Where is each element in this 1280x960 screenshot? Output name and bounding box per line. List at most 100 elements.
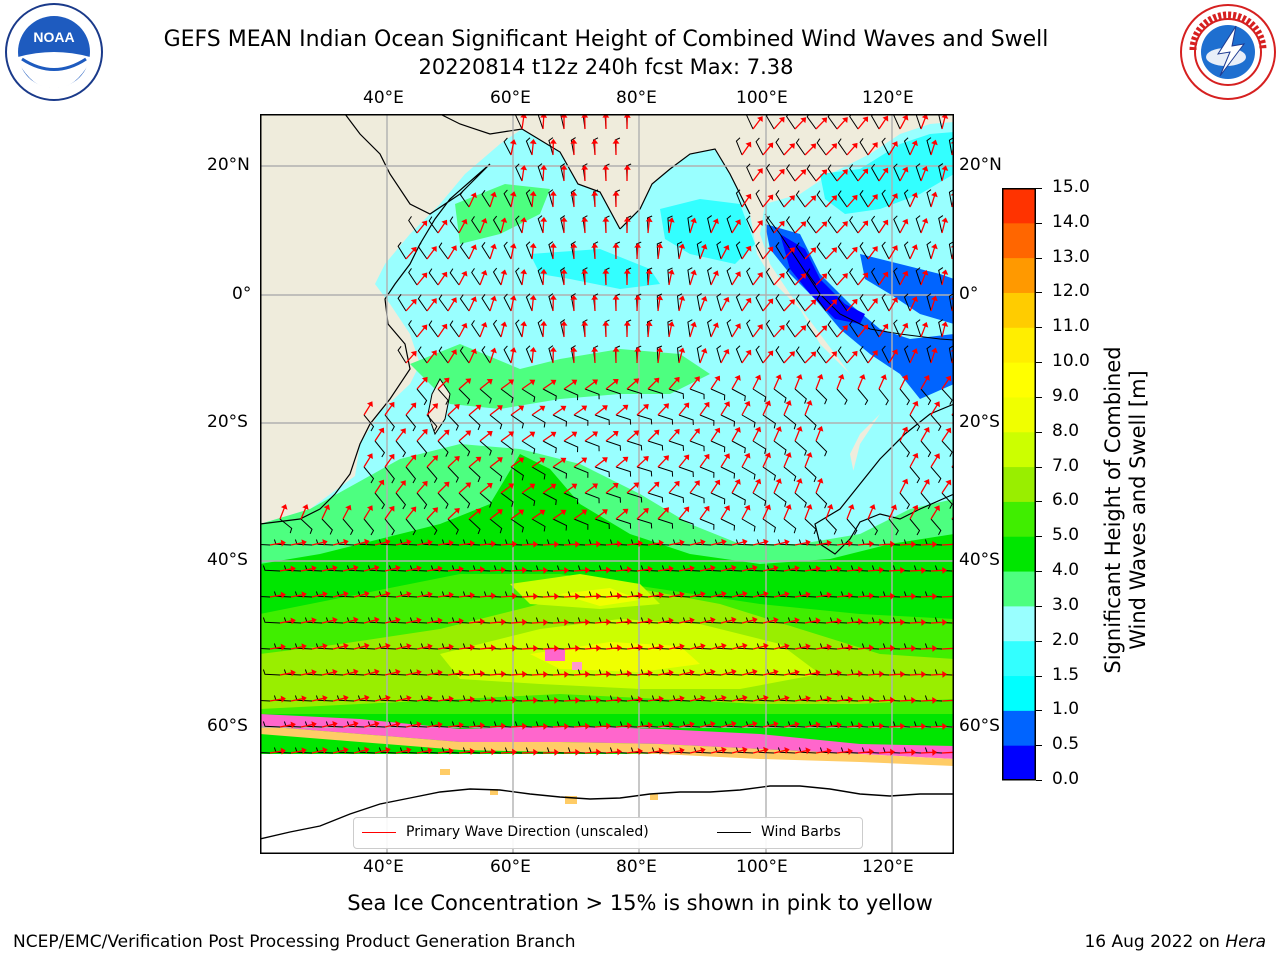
wave-direction-arrow [867, 353, 876, 364]
wave-direction-arrow [521, 543, 535, 546]
wind-barb [806, 114, 817, 130]
wind-barb [837, 138, 848, 156]
wave-direction-arrow [794, 377, 801, 390]
wave-direction-arrow [794, 481, 801, 494]
colorbar-tick-mark [1036, 710, 1042, 712]
wave-direction-arrowhead [490, 191, 497, 198]
wave-direction-arrow [909, 143, 916, 156]
wind-barb [492, 267, 502, 286]
lon-label-bottom-100e: 100°E [736, 857, 788, 877]
wind-barb [584, 388, 600, 400]
wind-barb [806, 216, 817, 234]
wave-direction-arrowhead [816, 477, 824, 484]
wave-direction-arrow [678, 247, 683, 260]
wave-direction-arrow [605, 543, 618, 546]
wave-direction-arrowhead [280, 504, 288, 510]
colorbar-tick-label: 14.0 [1052, 211, 1090, 232]
wave-direction-arrow [468, 724, 481, 728]
wave-direction-arrow [741, 300, 750, 312]
wave-direction-arrow [510, 459, 522, 468]
wave-direction-arrowhead [673, 480, 680, 487]
wave-direction-arrow [374, 645, 387, 650]
wind-barb [938, 215, 944, 234]
wave-direction-arrow [321, 619, 334, 624]
wave-direction-arrowhead [431, 246, 437, 252]
wave-direction-arrowhead [450, 297, 457, 304]
wind-barb [735, 695, 754, 702]
wave-direction-arrow [332, 593, 345, 598]
wind-barb [315, 747, 334, 754]
wave-direction-arrowhead [585, 670, 591, 678]
wave-direction-arrowhead [332, 565, 338, 572]
wind-barb [605, 492, 621, 503]
wave-direction-arrow [353, 593, 366, 598]
wave-direction-arrow [846, 568, 859, 572]
wave-direction-arrowhead [647, 721, 653, 729]
wave-direction-arrow [815, 223, 825, 234]
wave-direction-arrow [594, 725, 608, 728]
wave-direction-arrowhead [931, 139, 938, 146]
wind-barb [893, 319, 901, 338]
wind-barb [438, 294, 449, 312]
wave-direction-arrowhead [332, 669, 338, 676]
wind-barb [525, 241, 533, 260]
wave-direction-arrowhead [710, 668, 716, 676]
wave-direction-arrow [752, 697, 765, 702]
wave-direction-arrow [321, 723, 334, 728]
wave-direction-arrowhead [862, 116, 869, 123]
wind-barb [615, 466, 632, 477]
wind-barb [657, 466, 674, 477]
wave-direction-arrowhead [378, 479, 385, 486]
wave-direction-arrowhead [882, 323, 889, 330]
wind-barb [678, 414, 694, 426]
wave-direction-arrow [300, 507, 307, 520]
wind-barb [806, 320, 817, 338]
colorbar-segment [1002, 362, 1036, 398]
wave-direction-arrow [836, 698, 849, 702]
wave-direction-arrow [846, 249, 856, 260]
wave-direction-arrowhead [784, 643, 790, 650]
wind-barb [899, 388, 911, 406]
wave-direction-arrow [531, 569, 545, 572]
wave-direction-arrow [909, 569, 923, 572]
wave-direction-arrowhead [543, 618, 549, 626]
wave-direction-arrowhead [453, 508, 460, 514]
wave-direction-arrow [647, 325, 650, 338]
wind-barb [687, 267, 693, 286]
wave-direction-arrowhead [796, 374, 803, 380]
wind-barb [720, 466, 736, 479]
wave-direction-arrowhead [805, 504, 813, 510]
wave-direction-arrow [731, 749, 744, 754]
wave-direction-arrowhead [406, 695, 412, 702]
wave-direction-arrow [447, 672, 460, 676]
wave-direction-arrowhead [332, 617, 338, 624]
wind-barb [503, 241, 512, 260]
wave-direction-arrowhead [912, 400, 919, 407]
wave-direction-arrow [521, 117, 525, 130]
wave-direction-arrowhead [410, 298, 417, 305]
wave-direction-arrowhead [842, 117, 848, 123]
wave-direction-arrowhead [880, 374, 887, 381]
wave-direction-arrow [752, 749, 765, 754]
wave-direction-arrowhead [831, 143, 838, 150]
wave-direction-arrow [636, 458, 647, 468]
lon-label-bottom-80e: 80°E [616, 857, 657, 877]
wave-direction-arrowhead [775, 426, 782, 433]
wave-direction-arrowhead [933, 401, 940, 408]
wave-direction-arrowhead [529, 295, 537, 301]
wave-direction-arrowhead [427, 747, 433, 755]
wind-barb [676, 345, 683, 364]
wind-barb [724, 617, 743, 624]
wave-direction-arrowhead [862, 220, 869, 227]
wave-direction-arrowhead [851, 246, 858, 253]
wave-direction-arrow [783, 723, 796, 728]
wave-direction-arrowhead [581, 216, 589, 222]
wave-direction-arrowhead [441, 323, 448, 330]
wave-direction-arrowhead [902, 218, 909, 225]
wave-direction-arrow [542, 595, 556, 598]
wave-direction-arrow [804, 507, 811, 520]
wave-direction-arrow [521, 221, 525, 234]
wave-direction-arrow [605, 380, 616, 390]
wave-direction-arrowhead [645, 321, 653, 327]
wind-barb [837, 190, 848, 208]
